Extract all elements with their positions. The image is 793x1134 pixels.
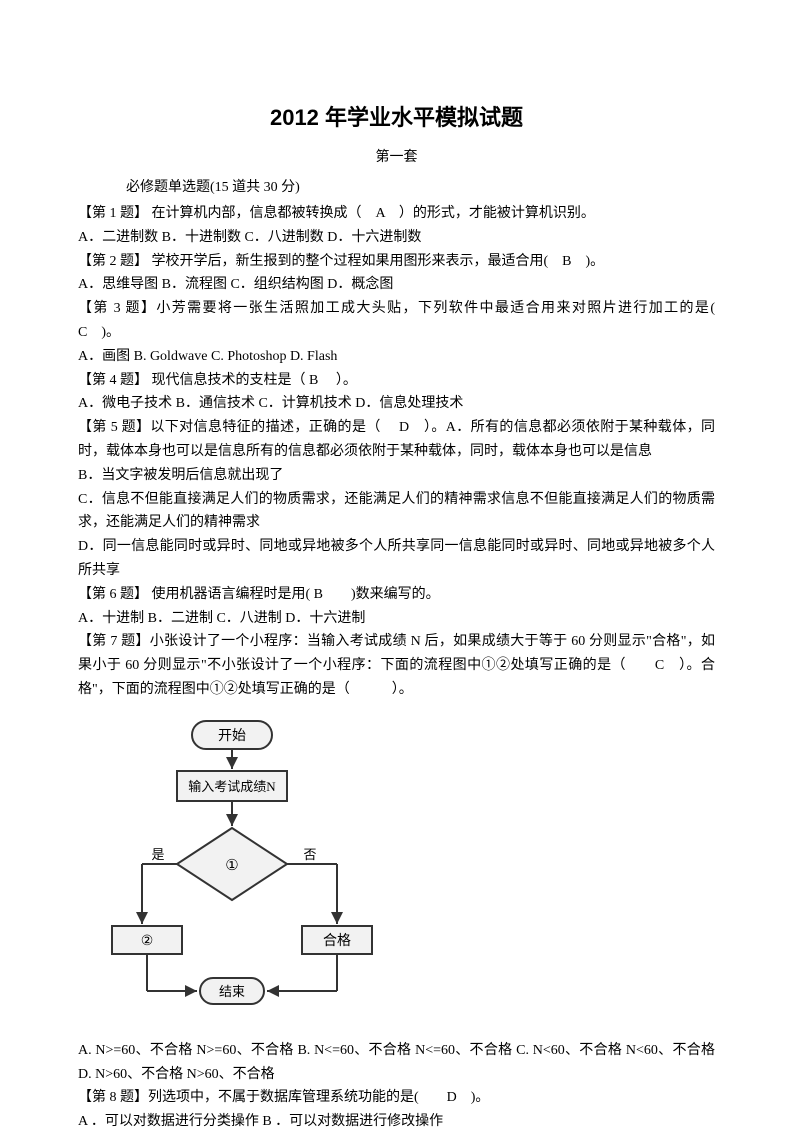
subtitle: 第一套 — [78, 146, 715, 166]
svg-text:开始: 开始 — [218, 728, 246, 744]
question-7: 【第 7 题】小张设计了一个小程序：当输入考试成绩 N 后，如果成绩大于等于 6… — [78, 630, 715, 701]
question-8: 【第 8 题】列选项中，不属于数据库管理系统功能的是( D )。 — [78, 1086, 715, 1110]
question-5: 【第 5 题】以下对信息特征的描述，正确的是（ D ）。A．所有的信息都必须依附… — [78, 416, 715, 464]
svg-text:结束: 结束 — [219, 984, 245, 999]
svg-text:是: 是 — [151, 847, 164, 862]
question-5-c: C．信息不但能直接满足人们的物质需求，还能满足人们的精神需求信息不但能直接满足人… — [78, 488, 715, 536]
question-2-options: A．思维导图 B．流程图 C．组织结构图 D．概念图 — [78, 273, 715, 297]
svg-text:否: 否 — [303, 847, 316, 862]
question-3: 【第 3 题】小芳需要将一张生活照加工成大头贴，下列软件中最适合用来对照片进行加… — [78, 297, 715, 345]
question-5-b: B．当文字被发明后信息就出现了 — [78, 464, 715, 488]
question-5-d: D．同一信息能同时或异时、同地或异地被多个人所共享同一信息能同时或异时、同地或异… — [78, 535, 715, 583]
section-label: 必修题单选题(15 道共 30 分) — [126, 176, 715, 196]
question-3-options: A．画图 B. Goldwave C. Photoshop D. Flash — [78, 345, 715, 369]
question-7-options: A. N>=60、不合格 N>=60、不合格 B. N<=60、不合格 N<=6… — [78, 1039, 715, 1087]
question-6-options: A．十进制 B．二进制 C．八进制 D．十六进制 — [78, 607, 715, 631]
question-1: 【第 1 题】 在计算机内部，信息都被转换成（ A ）的形式，才能被计算机识别。 — [78, 202, 715, 226]
svg-text:①: ① — [225, 858, 238, 874]
question-1-options: A．二进制数 B．十进制数 C．八进制数 D．十六进制数 — [78, 226, 715, 250]
flowchart-diagram: 开始 输入考试成绩N ① 是 否 ② 合格 — [102, 716, 715, 1031]
svg-text:输入考试成绩N: 输入考试成绩N — [188, 779, 276, 794]
page-title: 2012 年学业水平模拟试题 — [78, 100, 715, 132]
question-2: 【第 2 题】 学校开学后，新生报到的整个过程如果用图形来表示，最适合用( B … — [78, 250, 715, 274]
question-4-options: A．微电子技术 B．通信技术 C．计算机技术 D．信息处理技术 — [78, 392, 715, 416]
svg-text:合格: 合格 — [323, 933, 351, 949]
svg-text:②: ② — [141, 934, 154, 949]
question-8-options: A ．可以对数据进行分类操作 B ．可以对数据进行修改操作 — [78, 1110, 715, 1134]
question-6: 【第 6 题】 使用机器语言编程时是用( B )数来编写的。 — [78, 583, 715, 607]
question-4: 【第 4 题】 现代信息技术的支柱是（ B ）。 — [78, 369, 715, 393]
